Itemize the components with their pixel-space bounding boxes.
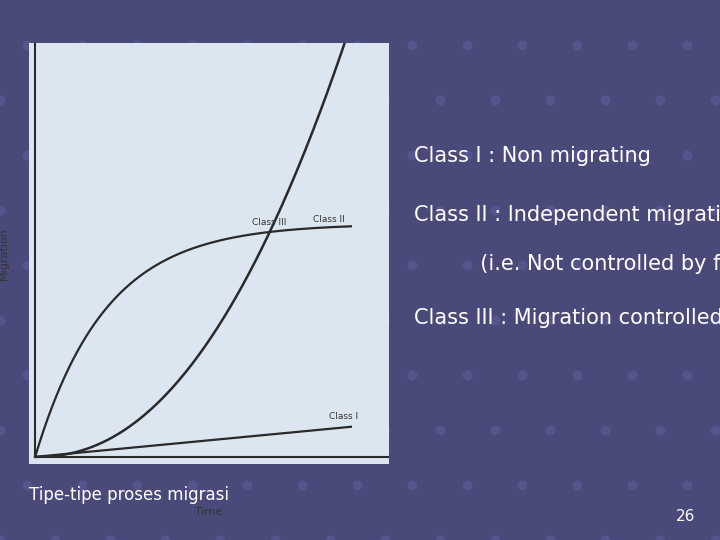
Text: Class II: Class II bbox=[313, 215, 345, 225]
Text: Class III : Migration controlled by food: Class III : Migration controlled by food bbox=[414, 308, 720, 328]
Text: Class I : Non migrating: Class I : Non migrating bbox=[414, 146, 651, 166]
Text: (i.e. Not controlled by food): (i.e. Not controlled by food) bbox=[414, 254, 720, 274]
Text: Class I: Class I bbox=[329, 413, 358, 421]
Text: Time: Time bbox=[195, 507, 222, 517]
Text: Class III: Class III bbox=[251, 218, 286, 227]
Text: Migration: Migration bbox=[0, 227, 9, 280]
Text: Class II : Independent migration: Class II : Independent migration bbox=[414, 205, 720, 225]
Text: Tipe-tipe proses migrasi: Tipe-tipe proses migrasi bbox=[29, 486, 229, 504]
Text: 26: 26 bbox=[675, 509, 695, 524]
